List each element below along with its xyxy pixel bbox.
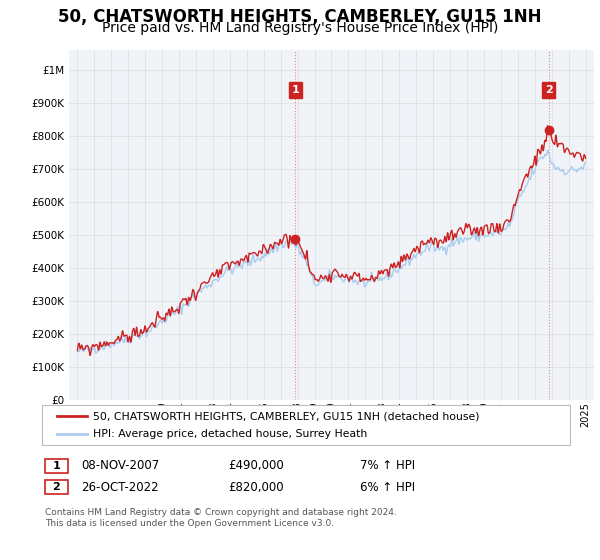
Text: 50, CHATSWORTH HEIGHTS, CAMBERLEY, GU15 1NH (detached house): 50, CHATSWORTH HEIGHTS, CAMBERLEY, GU15 …	[93, 411, 479, 421]
Text: 50, CHATSWORTH HEIGHTS, CAMBERLEY, GU15 1NH: 50, CHATSWORTH HEIGHTS, CAMBERLEY, GU15 …	[58, 8, 542, 26]
Text: HPI: Average price, detached house, Surrey Heath: HPI: Average price, detached house, Surr…	[93, 429, 367, 439]
Text: 1: 1	[292, 85, 299, 95]
Text: £820,000: £820,000	[228, 480, 284, 494]
Text: 26-OCT-2022: 26-OCT-2022	[81, 480, 158, 494]
Text: 2: 2	[545, 85, 553, 95]
Text: 7% ↑ HPI: 7% ↑ HPI	[360, 459, 415, 473]
Text: 2: 2	[53, 482, 60, 492]
Text: 08-NOV-2007: 08-NOV-2007	[81, 459, 159, 473]
Text: Price paid vs. HM Land Registry's House Price Index (HPI): Price paid vs. HM Land Registry's House …	[102, 21, 498, 35]
Text: £490,000: £490,000	[228, 459, 284, 473]
Text: 6% ↑ HPI: 6% ↑ HPI	[360, 480, 415, 494]
Text: 1: 1	[53, 461, 60, 471]
Text: Contains HM Land Registry data © Crown copyright and database right 2024.
This d: Contains HM Land Registry data © Crown c…	[45, 508, 397, 528]
